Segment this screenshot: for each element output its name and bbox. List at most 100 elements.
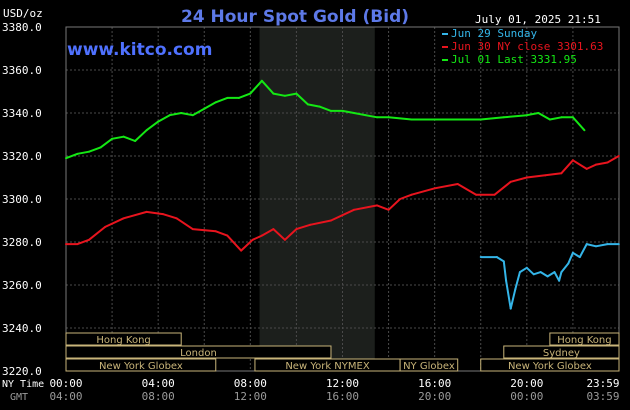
- x-tick-label-gmt: 00:00: [510, 390, 543, 403]
- series-point-0: [558, 279, 561, 282]
- x-tick-label-ny: 00:00: [49, 377, 82, 390]
- series-point-2: [122, 135, 125, 138]
- series-point-2: [583, 129, 586, 132]
- chart-title: 24 Hour Spot Gold (Bid): [181, 7, 409, 27]
- legend-swatch-jun30: [442, 46, 448, 48]
- x-row1-label: NY Time: [2, 379, 44, 390]
- series-point-1: [175, 217, 178, 220]
- series-point-1: [509, 180, 512, 183]
- series-point-2: [560, 116, 563, 119]
- x-tick-label-ny: 12:00: [326, 377, 359, 390]
- series-point-1: [122, 217, 125, 220]
- x-tick-label-gmt: 12:00: [234, 390, 267, 403]
- y-tick-label: 3240.0: [2, 322, 42, 335]
- market-session-box: [65, 332, 182, 346]
- series-point-1: [191, 228, 194, 231]
- series-point-2: [180, 112, 183, 114]
- series-point-2: [88, 150, 91, 153]
- series-point-0: [585, 243, 588, 246]
- site-watermark[interactable]: www.kitco.com: [67, 40, 212, 60]
- y-tick-label: 3340.0: [2, 107, 42, 120]
- series-point-1: [399, 198, 402, 200]
- series-point-2: [341, 109, 344, 112]
- series-point-0: [514, 288, 517, 291]
- series-point-2: [387, 116, 390, 119]
- series-point-1: [88, 238, 91, 241]
- series-point-2: [203, 107, 206, 110]
- series-point-0: [546, 275, 549, 278]
- x-tick-label-ny: 08:00: [234, 377, 267, 390]
- series-point-2: [237, 96, 240, 99]
- market-session-box: [480, 358, 620, 372]
- market-session-label: Sydney: [543, 348, 580, 359]
- series-point-2: [376, 116, 379, 119]
- series-point-2: [99, 146, 102, 149]
- market-session-box: [65, 345, 332, 359]
- series-point-1: [585, 167, 588, 170]
- series-point-1: [387, 208, 390, 211]
- series-point-1: [606, 161, 609, 164]
- market-session-box: [549, 332, 620, 346]
- market-session-label: New York NYMEX: [285, 361, 370, 372]
- series-point-0: [553, 271, 556, 274]
- series-point-1: [161, 213, 164, 216]
- y-tick-label: 3220.0: [2, 365, 42, 378]
- market-session-box: [399, 358, 459, 372]
- series-point-2: [283, 94, 286, 97]
- series-point-1: [214, 230, 217, 233]
- series-point-0: [532, 273, 535, 276]
- chart-legend: Jun 29 Sunday Jun 30 NY close 3301.63 Ju…: [442, 27, 603, 66]
- series-point-0: [495, 256, 498, 259]
- series-point-1: [65, 243, 67, 246]
- series-point-1: [226, 234, 229, 237]
- series-point-2: [65, 157, 67, 160]
- series-point-1: [433, 187, 436, 190]
- series-point-0: [567, 262, 570, 265]
- market-session-label: London: [180, 348, 217, 359]
- series-point-2: [479, 118, 482, 121]
- shaded-session-region: [259, 27, 375, 371]
- legend-label-jun29: Jun 29 Sunday: [451, 27, 537, 40]
- series-point-2: [306, 103, 309, 106]
- series-point-2: [272, 92, 275, 95]
- series-point-2: [134, 139, 137, 142]
- series-point-2: [295, 92, 298, 95]
- series-point-0: [509, 307, 512, 310]
- series-point-0: [594, 245, 597, 248]
- x-tick-label-gmt: 04:00: [49, 390, 82, 403]
- y-tick-label: 3300.0: [2, 193, 42, 206]
- series-point-1: [525, 176, 528, 179]
- series-point-0: [539, 271, 542, 274]
- series-point-1: [329, 219, 332, 222]
- series-point-1: [376, 204, 379, 207]
- series-point-1: [283, 238, 286, 241]
- series-line-2: [65, 79, 586, 160]
- series-point-2: [525, 114, 528, 117]
- x-tick-label-ny: 16:00: [418, 377, 451, 390]
- market-session-box: [65, 358, 217, 372]
- currency-label: USD/oz: [3, 7, 43, 20]
- x-tick-label-gmt: 08:00: [142, 390, 175, 403]
- series-point-0: [578, 256, 581, 259]
- series-point-1: [560, 172, 563, 175]
- series-point-2: [502, 116, 505, 119]
- timestamp: July 01, 2025 21:51: [475, 13, 601, 26]
- series-point-0: [617, 243, 620, 246]
- series-point-2: [353, 112, 356, 114]
- series-point-1: [617, 155, 620, 157]
- series-point-0: [502, 260, 505, 263]
- y-tick-label: 3260.0: [2, 279, 42, 292]
- series-point-2: [214, 101, 217, 104]
- series-point-1: [571, 159, 574, 162]
- x-tick-label-ny: 20:00: [510, 377, 543, 390]
- series-point-2: [364, 114, 367, 117]
- series-point-0: [518, 271, 521, 274]
- series-point-2: [571, 116, 574, 119]
- series-point-0: [505, 279, 508, 282]
- series-point-0: [560, 271, 563, 274]
- series-point-1: [76, 243, 79, 246]
- market-session-box: [503, 345, 620, 359]
- series-point-1: [544, 174, 547, 177]
- series-point-1: [493, 193, 496, 196]
